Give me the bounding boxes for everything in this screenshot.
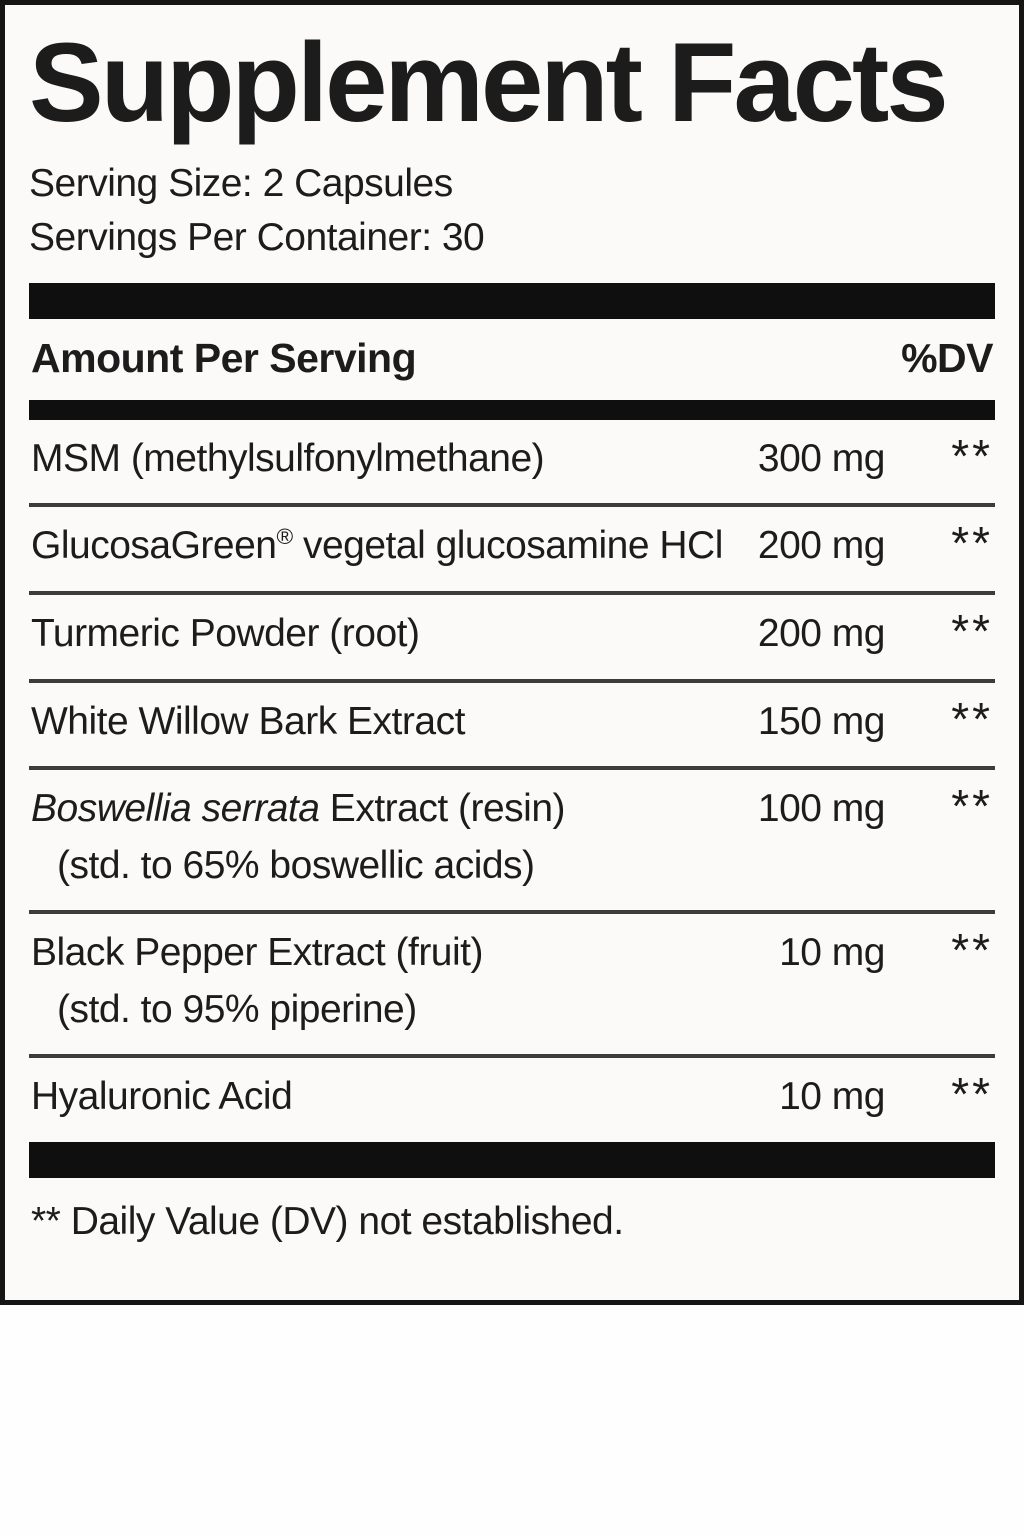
- serving-size: Serving Size: 2 Capsules: [29, 162, 453, 206]
- supplement-facts-panel: Supplement Facts Serving Size: 2 Capsule…: [0, 0, 1024, 1305]
- ingredient-name-text: MSM (methylsulfonylmethane): [31, 436, 545, 480]
- ingredient-name: MSM (methylsulfonylmethane): [31, 435, 735, 483]
- divider-bar-header: [29, 399, 995, 420]
- ingredient-dv: **: [951, 692, 993, 745]
- ingredient-amount: 300 mg: [757, 436, 886, 480]
- ingredient-name-rest: Extract (resin): [319, 787, 566, 831]
- ingredient-dv: **: [951, 604, 993, 657]
- ingredient-subline: (std. to 95% piperine): [57, 987, 417, 1031]
- ingredient-amount: 10 mg: [779, 931, 885, 975]
- servings-per-container: Servings Per Container: 30: [29, 215, 485, 259]
- ingredient-name-text: GlucosaGreen: [31, 524, 277, 568]
- column-header-percent-dv: %DV: [901, 334, 993, 381]
- table-row-turmeric: Turmeric Powder (root) 200 mg **: [29, 595, 995, 683]
- ingredient-name: Hyaluronic Acid: [31, 1073, 735, 1121]
- ingredient-dv: **: [951, 780, 993, 833]
- ingredient-amount: 150 mg: [757, 699, 886, 743]
- table-header: Amount Per Serving %DV: [29, 319, 995, 400]
- divider-bar-top: [29, 282, 995, 319]
- table-row-hyaluronic: Hyaluronic Acid 10 mg **: [29, 1058, 995, 1142]
- table-row-white-willow: White Willow Bark Extract 150 mg **: [29, 683, 995, 771]
- daily-value-footnote: ** Daily Value (DV) not established.: [31, 1199, 624, 1243]
- panel-title: Supplement Facts: [29, 20, 949, 145]
- ingredient-name: Boswellia serrata Extract (resin) (std. …: [31, 785, 735, 889]
- ingredient-subline: (std. to 65% boswellic acids): [57, 843, 535, 887]
- column-header-amount-per-serving: Amount Per Serving: [31, 334, 417, 381]
- ingredient-name-text: Hyaluronic Acid: [31, 1075, 293, 1119]
- ingredient-name-rest: vegetal glucosamine HCl: [292, 524, 723, 568]
- ingredient-dv: **: [951, 1068, 993, 1121]
- ingredient-dv: **: [951, 517, 993, 570]
- ingredient-name-text: Turmeric Powder (root): [31, 611, 420, 655]
- ingredient-name: White Willow Bark Extract: [31, 698, 735, 746]
- table-row-black-pepper: Black Pepper Extract (fruit) (std. to 95…: [29, 914, 995, 1059]
- ingredient-dv: **: [951, 429, 993, 482]
- ingredient-name-text: Black Pepper Extract (fruit): [31, 931, 483, 975]
- table-row-boswellia: Boswellia serrata Extract (resin) (std. …: [29, 770, 995, 915]
- ingredient-name: GlucosaGreen® vegetal glucosamine HCl: [31, 522, 735, 570]
- ingredient-amount: 200 mg: [757, 611, 886, 655]
- ingredient-amount: 200 mg: [757, 524, 886, 568]
- ingredient-amount: 100 mg: [757, 787, 886, 831]
- table-row-msm: MSM (methylsulfonylmethane) 300 mg **: [29, 420, 995, 508]
- ingredient-amount: 10 mg: [779, 1075, 885, 1119]
- ingredient-dv: **: [951, 924, 993, 977]
- serving-info: Serving Size: 2 Capsules Servings Per Co…: [29, 157, 995, 265]
- registered-mark: ®: [276, 524, 293, 550]
- ingredient-name: Turmeric Powder (root): [31, 610, 735, 658]
- ingredient-name-italic: Boswellia serrata: [31, 787, 320, 831]
- ingredient-name-text: White Willow Bark Extract: [31, 699, 465, 743]
- table-row-glucosagreen: GlucosaGreen® vegetal glucosamine HCl 20…: [29, 507, 995, 595]
- ingredient-name: Black Pepper Extract (fruit) (std. to 95…: [31, 929, 735, 1033]
- divider-bar-bottom: [29, 1141, 995, 1178]
